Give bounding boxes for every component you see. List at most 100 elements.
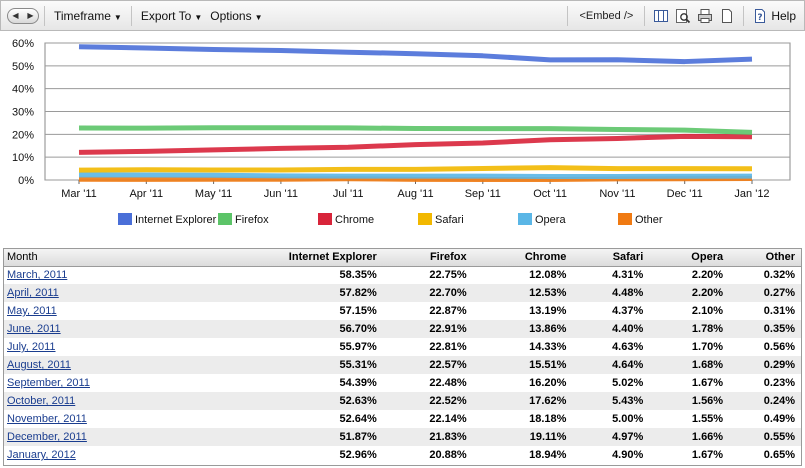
x-tick-label: May '11 (195, 188, 232, 200)
month-link[interactable]: April, 2011 (7, 287, 59, 299)
value-cell: 22.70% (382, 284, 473, 302)
value-cell: 1.56% (649, 392, 730, 410)
month-link[interactable]: July, 2011 (7, 341, 56, 353)
value-cell: 22.75% (429, 269, 467, 282)
month-cell: March, 2011 (4, 266, 203, 284)
month-link[interactable]: November, 2011 (7, 413, 87, 425)
value-cell: 16.20% (529, 377, 567, 389)
value-cell: 0.35% (729, 320, 801, 338)
caret-down-icon: ▼ (194, 12, 203, 22)
timeframe-menu[interactable]: Timeframe ▼ (50, 9, 126, 23)
y-tick-label: 40% (12, 84, 34, 96)
print-icon[interactable] (697, 8, 713, 24)
table-header-row: Month Internet Explorer Firefox Chrome S… (4, 249, 801, 267)
value-cell: 54.39% (339, 377, 377, 389)
value-cell: 52.96% (339, 449, 377, 461)
month-link[interactable]: March, 2011 (7, 269, 68, 282)
x-tick-label: Apr '11 (129, 188, 163, 200)
value-cell: 52.64% (339, 413, 377, 425)
value-cell: 0.49% (763, 413, 795, 425)
value-cell: 5.43% (572, 392, 650, 410)
value-cell: 1.55% (691, 413, 724, 425)
x-tick-label: Nov '11 (599, 188, 635, 200)
month-cell: January, 2012 (4, 446, 203, 464)
options-label: Options (210, 8, 252, 23)
month-link[interactable]: January, 2012 (7, 449, 76, 461)
value-cell: 18.18% (529, 413, 567, 425)
column-header-month[interactable]: Month (4, 249, 204, 267)
month-link[interactable]: August, 2011 (7, 359, 72, 371)
value-cell: 22.91% (382, 320, 473, 338)
table-row: March, 2011 58.35% 22.75% 12.08% 4.31% 2.20% 0… (4, 266, 801, 284)
value-cell: 52.63% (203, 392, 383, 410)
legend-swatch (618, 213, 632, 225)
value-cell: 22.48% (429, 377, 467, 389)
month-cell: August, 2011 (4, 356, 204, 374)
zoom-icon[interactable] (675, 8, 691, 24)
columns-icon[interactable] (653, 8, 669, 24)
value-cell: 22.52% (382, 392, 473, 410)
value-cell: 2.20% (691, 269, 724, 282)
options-menu[interactable]: Options ▼ (206, 9, 266, 23)
embed-button[interactable]: <Embed /> (579, 9, 634, 22)
legend-swatch (418, 213, 432, 225)
month-link[interactable]: May, 2011 (7, 305, 57, 317)
legend-swatch (118, 213, 132, 225)
toolbar-divider (44, 5, 45, 26)
value-cell: 0.23% (763, 377, 795, 389)
y-tick-label: 50% (12, 61, 34, 73)
table-row: May, 2011 57.15% 22.87% 13.19% 4.37% 2.10% 0.3… (4, 302, 801, 320)
timeframe-label: Timeframe (54, 8, 111, 23)
month-link[interactable]: December, 2011 (7, 431, 87, 443)
legend-label: Other (635, 214, 663, 226)
export-label: Export To (140, 8, 192, 23)
value-cell: 5.02% (612, 377, 644, 389)
legend-swatch (218, 213, 232, 225)
value-cell: 1.78% (649, 320, 730, 338)
forward-button[interactable]: ▶ (27, 10, 34, 20)
value-cell: 1.66% (649, 428, 730, 446)
value-cell: 4.37% (612, 305, 644, 317)
month-cell: October, 2011 (4, 392, 204, 410)
value-cell: 55.31% (203, 356, 383, 374)
column-header-ie[interactable]: Internet Explorer (203, 249, 383, 267)
back-button[interactable]: ◀ (12, 10, 19, 20)
value-cell: 4.40% (572, 320, 650, 338)
value-cell: 1.67% (691, 377, 724, 389)
value-cell: 1.67% (691, 449, 724, 461)
month-link[interactable]: June, 2011 (7, 323, 61, 335)
y-tick-label: 20% (12, 129, 34, 141)
toolbar-divider (130, 5, 132, 26)
value-cell: 19.11% (472, 428, 573, 446)
value-cell: 22.81% (429, 341, 467, 353)
series-line (78, 44, 753, 65)
column-header-opera[interactable]: Opera (649, 249, 730, 267)
value-cell: 0.56% (763, 341, 795, 353)
toolbar: ◀ ▶ Timeframe ▼ Export To ▼ Options ▼ <Embe… (0, 0, 805, 31)
column-header-other[interactable]: Other (729, 249, 801, 267)
value-cell: 0.55% (729, 428, 801, 446)
value-cell: 56.70% (203, 320, 383, 338)
page-icon[interactable] (719, 8, 735, 24)
column-header-chrome[interactable]: Chrome (472, 249, 573, 267)
help-button[interactable]: ? Help (749, 8, 796, 24)
y-tick-label: 30% (12, 107, 34, 119)
svg-text:?: ? (758, 13, 763, 23)
month-link[interactable]: September, 2011 (7, 377, 90, 389)
x-tick-label: Dec '11 (667, 188, 703, 200)
month-cell: December, 2011 (4, 428, 204, 446)
column-header-firefox[interactable]: Firefox (382, 249, 473, 267)
legend-label: Chrome (335, 214, 374, 226)
value-cell: 20.88% (429, 449, 467, 461)
value-cell: 4.90% (612, 449, 644, 461)
month-link[interactable]: October, 2011 (7, 395, 76, 407)
value-cell: 22.57% (382, 356, 473, 374)
column-header-safari[interactable]: Safari (572, 249, 650, 267)
month-cell: June, 2011 (4, 320, 204, 338)
value-cell: 0.24% (729, 392, 801, 410)
value-cell: 13.19% (529, 305, 567, 317)
table-row: October, 2011 52.63% 22.52% 17.62% 5.43% 1.56… (4, 392, 801, 410)
export-menu[interactable]: Export To ▼ (137, 9, 206, 23)
value-cell: 58.35% (339, 269, 377, 282)
x-tick-label: Jul '11 (333, 188, 364, 200)
